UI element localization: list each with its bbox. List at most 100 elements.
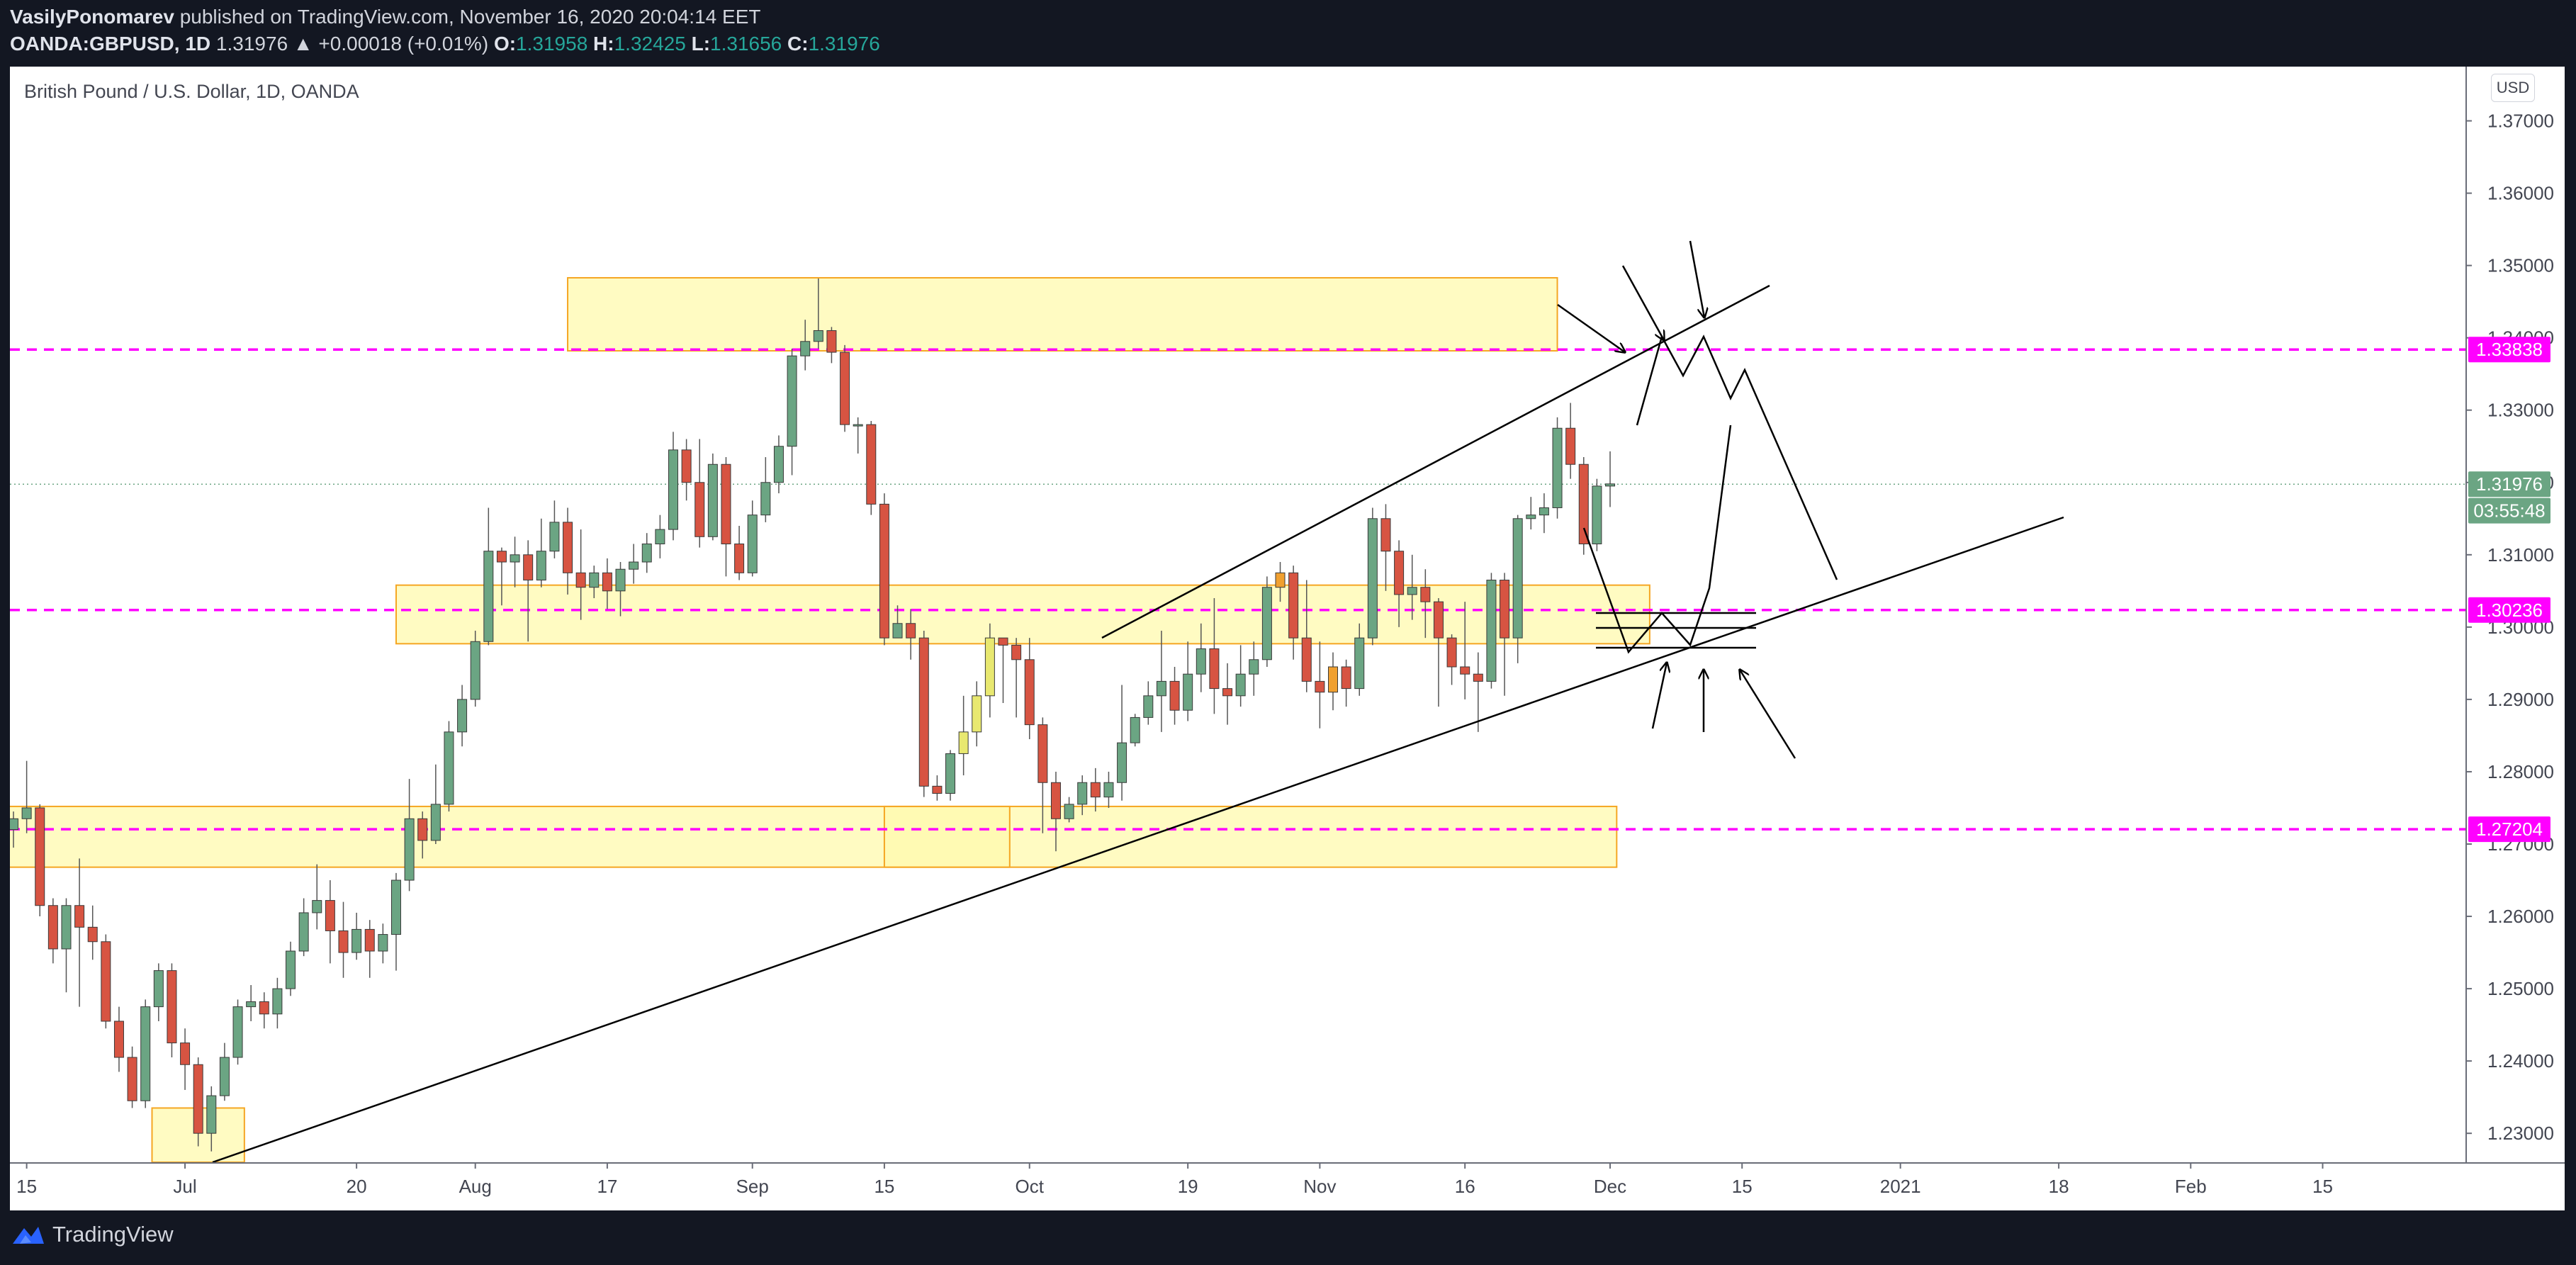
candle[interactable] [1539,493,1549,534]
candle[interactable] [1394,540,1405,627]
candle[interactable] [219,1042,230,1101]
candle[interactable] [127,1046,137,1108]
candle[interactable] [325,880,335,964]
candle[interactable] [1130,714,1140,747]
drawings-layer[interactable] [212,240,2064,1162]
candle[interactable] [549,500,560,558]
candle[interactable] [483,507,494,646]
candle[interactable] [470,630,480,707]
candle[interactable] [1328,652,1338,711]
candle[interactable] [840,344,850,432]
candle[interactable] [1565,403,1576,479]
candle[interactable] [35,804,45,917]
candle[interactable] [932,775,943,801]
author-name[interactable]: VasilyPonomarev [10,6,174,28]
candle[interactable] [272,977,283,1029]
candle[interactable] [918,630,929,797]
candle[interactable] [1235,645,1246,707]
axis-price-badge[interactable]: 1.27204 [2468,816,2550,843]
candle[interactable] [773,435,784,494]
candle[interactable] [1433,598,1444,707]
candle[interactable] [866,421,877,515]
candle[interactable] [1407,554,1417,620]
candle[interactable] [945,750,956,801]
candle[interactable] [1275,562,1286,602]
candle[interactable] [1341,659,1351,707]
candle[interactable] [1090,768,1101,812]
candle[interactable] [140,999,151,1108]
tradingview-brand[interactable]: TradingView [52,1222,174,1247]
candle[interactable] [206,1086,217,1152]
currency-button[interactable]: USD [2491,74,2535,102]
candle[interactable] [826,327,837,364]
candle[interactable] [1261,576,1272,667]
candle[interactable] [510,536,520,587]
zone-rect[interactable] [0,805,1618,868]
candle[interactable] [1103,771,1114,808]
candle[interactable] [9,811,18,848]
candle[interactable] [668,432,678,541]
candle[interactable] [655,515,665,558]
candle[interactable] [430,764,441,844]
candle[interactable] [1156,630,1166,732]
candle[interactable] [707,453,718,541]
candle[interactable] [1578,457,1589,555]
candle[interactable] [286,941,296,996]
candle[interactable] [1500,573,1510,696]
candle[interactable] [1222,663,1233,725]
candle[interactable] [246,984,257,1022]
candle[interactable] [259,992,269,1029]
candle[interactable] [1552,417,1563,519]
candle[interactable] [906,609,916,660]
candle[interactable] [1037,717,1048,833]
candle[interactable] [1077,775,1088,816]
candle[interactable] [575,529,586,620]
candle[interactable] [1143,681,1154,725]
axis-price-badge[interactable]: 1.31976 [2468,471,2550,497]
zone-rect[interactable] [395,584,1650,645]
candle[interactable] [892,605,903,639]
candle[interactable] [417,811,428,859]
candle[interactable] [1446,634,1457,685]
candle[interactable] [1473,652,1483,732]
candle[interactable] [760,457,771,522]
candle[interactable] [523,540,534,642]
candle[interactable] [998,637,1008,704]
candle[interactable] [101,934,111,1029]
candle[interactable] [853,417,863,454]
candle[interactable] [113,1006,124,1072]
candle[interactable] [1512,515,1523,663]
candle[interactable] [972,681,982,747]
candle[interactable] [232,999,243,1065]
candle[interactable] [694,439,705,548]
axis-price-badge[interactable]: 1.33838 [2468,337,2550,363]
candle[interactable] [1315,641,1325,729]
candle[interactable] [167,963,177,1058]
candle[interactable] [378,923,388,964]
candle[interactable] [1605,451,1616,507]
axis-price-badge[interactable]: 03:55:48 [2468,497,2550,524]
candle[interactable] [747,500,758,577]
candle[interactable] [444,721,454,812]
candle[interactable] [74,858,85,1007]
candle[interactable] [298,898,309,957]
candle[interactable] [457,685,468,747]
candle[interactable] [61,898,72,993]
candle[interactable] [351,912,362,960]
candle[interactable] [958,695,969,776]
candle[interactable] [1380,504,1391,591]
candle[interactable] [1249,641,1259,696]
candle[interactable] [1050,771,1061,852]
candle[interactable] [734,525,745,580]
candle[interactable] [681,439,692,501]
candle[interactable] [312,864,322,930]
candle[interactable] [615,562,626,617]
candle[interactable] [721,457,731,577]
candle[interactable] [563,507,573,595]
candle[interactable] [1196,623,1206,692]
candle[interactable] [1064,797,1074,823]
candle[interactable] [1288,566,1299,660]
candle[interactable] [364,920,375,978]
candle[interactable] [47,898,58,964]
